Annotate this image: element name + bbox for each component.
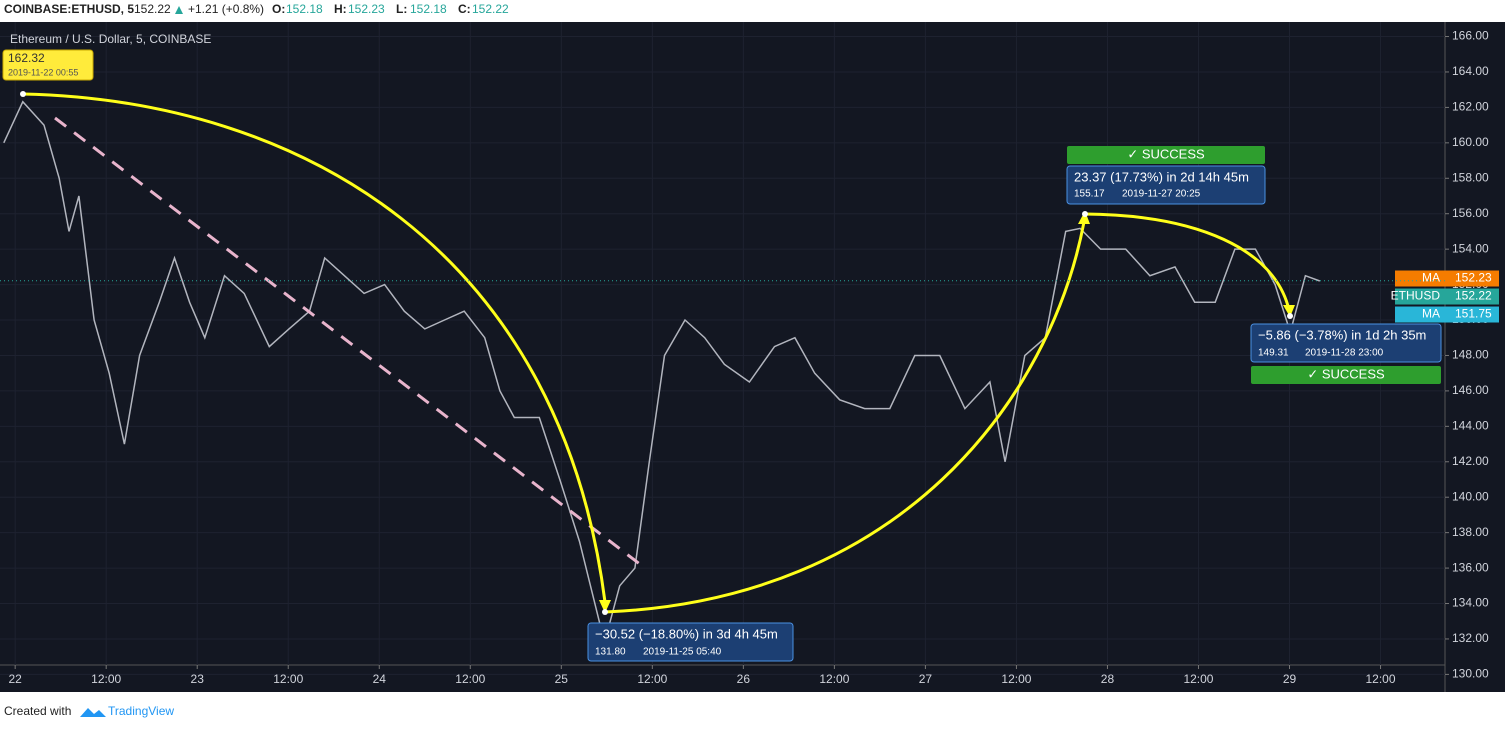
x-tick-label: 12:00 [819, 672, 849, 686]
y-tick-label: 146.00 [1452, 383, 1489, 397]
ohlc: O: 152.18 H: 152.23 L: 152.18 C: 152.22 [272, 2, 509, 16]
marks [3, 100, 1321, 643]
y-tick-label: 154.00 [1452, 241, 1489, 255]
price-label-name: MA [1422, 271, 1440, 285]
x-tick-label: 12:00 [1183, 672, 1213, 686]
anchor [1287, 313, 1293, 319]
status: ✓ SUCCESS [1307, 366, 1385, 381]
up-arrow [175, 6, 183, 14]
trend-line [54, 116, 646, 570]
x-tick-label: 12:00 [91, 672, 121, 686]
annotation-price: 155.17 [1074, 189, 1105, 200]
anchor [20, 91, 26, 97]
footer-bar [0, 692, 1505, 729]
price-labels: MA 152.23 ETHUSD 152.22 MA 151.75 [0, 270, 1499, 323]
y-tick-label: 162.00 [1452, 100, 1489, 114]
footer-text: Created with [4, 704, 71, 718]
header-bar [0, 0, 1505, 22]
logo [80, 708, 106, 717]
y-tick-label: 158.00 [1452, 170, 1489, 184]
y-tick-label: 138.00 [1452, 525, 1489, 539]
status: ✓ SUCCESS [1127, 146, 1205, 161]
arrowhead [599, 600, 611, 613]
status-box [1067, 146, 1265, 164]
arc [1084, 212, 1290, 307]
x-tick-label: 26 [737, 672, 751, 686]
y-tick-label: 166.00 [1452, 29, 1489, 43]
price-label-box [1395, 288, 1499, 305]
drawings [22, 92, 1290, 614]
ohlc-label: L: [396, 2, 407, 16]
annotation-price: 149.31 [1258, 348, 1289, 359]
annotation-text: −30.52 (−18.80%) in 3d 4h 45m [595, 626, 778, 641]
footer-brand[interactable]: TradingView [108, 704, 174, 718]
x-tick-label: 25 [555, 672, 569, 686]
ohlc-label: H: [334, 2, 347, 16]
arc [22, 92, 607, 603]
annotation-time: 2019-11-22 00:55 [8, 67, 78, 77]
y-tick-label: 132.00 [1452, 631, 1489, 645]
annotation-price: 162.32 [8, 51, 45, 65]
price-label-box [1395, 270, 1499, 287]
x-tick-label: 12:00 [1001, 672, 1031, 686]
y-tick-label: 134.00 [1452, 596, 1489, 610]
arc [604, 221, 1086, 614]
ohlc-label: O: [272, 2, 285, 16]
ohlc-value: 152.22 [472, 2, 509, 16]
y-tick-label: 148.00 [1452, 348, 1489, 362]
annotation-time: 2019-11-25 05:40 [643, 647, 722, 658]
price-label-name: MA [1422, 307, 1440, 321]
annotation-box [2, 49, 94, 81]
y-tick-label: 142.00 [1452, 454, 1489, 468]
y-tick-label: 156.00 [1452, 206, 1489, 220]
chart-title: Ethereum / U.S. Dollar, 5, COINBASE [10, 32, 211, 46]
grid: 130.00 132.00 134.00 136.00 138.00 140.00 142.… [0, 22, 1489, 686]
anchor [602, 609, 608, 615]
price-label-name: ETHUSD [1391, 289, 1441, 303]
price-label-box [1395, 306, 1499, 323]
price-line [3, 100, 1321, 643]
annotation-text: 23.37 (17.73%) in 2d 14h 45m [1074, 169, 1249, 184]
x-tick-label: 24 [373, 672, 387, 686]
ohlc-value: 152.18 [410, 2, 447, 16]
y-tick-label: 136.00 [1452, 560, 1489, 574]
x-tick-label: 12:00 [1366, 672, 1396, 686]
ohlc-label: C: [458, 2, 471, 16]
x-tick-label: 12:00 [273, 672, 303, 686]
anchor [1082, 211, 1088, 217]
ohlc-value: 152.18 [286, 2, 323, 16]
y-tick-label: 164.00 [1452, 64, 1489, 78]
arrowhead [1078, 211, 1090, 224]
x-tick-label: 12:00 [455, 672, 485, 686]
x-tick-label: 27 [919, 672, 933, 686]
annotation-box [1066, 165, 1266, 205]
arrowhead [1283, 305, 1295, 317]
annotation-box [587, 622, 794, 662]
x-tick-label: 12:00 [637, 672, 667, 686]
y-tick-label: 160.00 [1452, 135, 1489, 149]
change: +1.21 (+0.8%) [188, 2, 264, 16]
annotation-text: −5.86 (−3.78%) in 1d 2h 35m [1258, 327, 1426, 342]
price: 152.22 [134, 2, 171, 16]
y-tick-label: 130.00 [1452, 667, 1489, 681]
price-label-value: 151.75 [1455, 307, 1492, 321]
x-tick-label: 28 [1101, 672, 1115, 686]
y-tick-label: 144.00 [1452, 419, 1489, 433]
x-tick-label: 23 [191, 672, 205, 686]
symbol: COINBASE:ETHUSD, 5 [4, 2, 134, 16]
annotation-time: 2019-11-27 20:25 [1122, 189, 1201, 200]
annotation-time: 2019-11-28 23:00 [1305, 348, 1384, 359]
x-tick-label: 29 [1283, 672, 1297, 686]
x-tick-label: 22 [8, 672, 22, 686]
status-box [1251, 366, 1441, 384]
price-label-value: 152.23 [1455, 271, 1492, 285]
annotation-price: 131.80 [595, 647, 626, 658]
y-tick-label: 140.00 [1452, 489, 1489, 503]
price-label-value: 152.22 [1455, 289, 1492, 303]
ohlc-value: 152.23 [348, 2, 385, 16]
annotation-box [1250, 323, 1442, 363]
